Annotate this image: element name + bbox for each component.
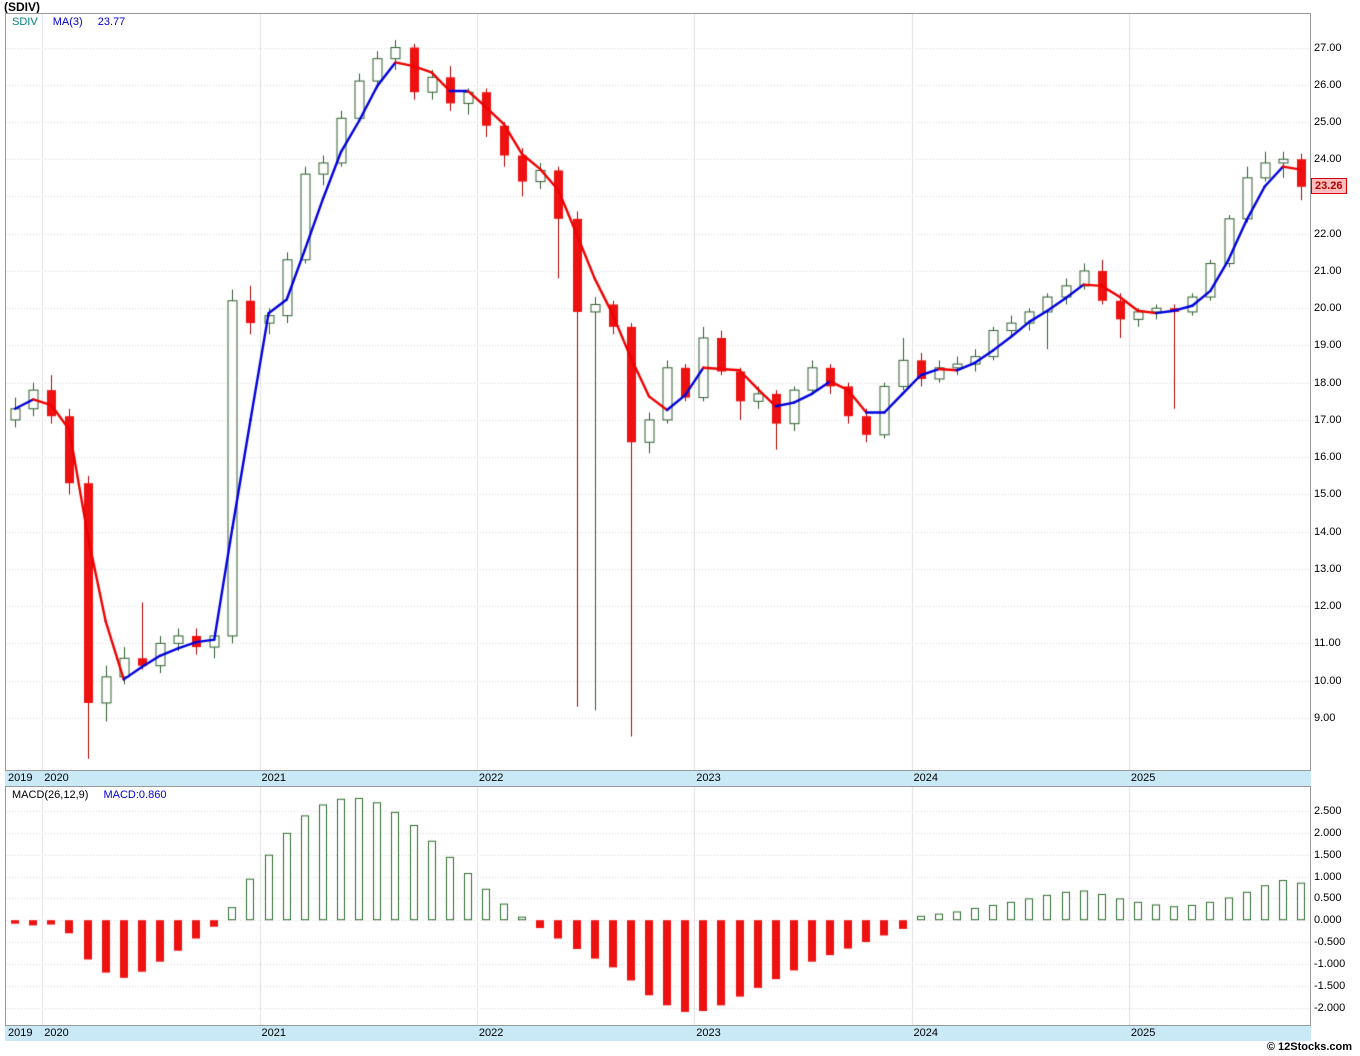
macd-axis-tick: -1.500 bbox=[1314, 979, 1346, 992]
year-label: 2025 bbox=[1130, 772, 1156, 784]
macd-axis-tick: -2.000 bbox=[1314, 1001, 1346, 1014]
year-label: 2024 bbox=[913, 772, 939, 784]
year-label: 2019 bbox=[8, 772, 33, 784]
macd-pane: MACD(26,12,9) MACD:0.860 bbox=[5, 786, 1311, 1026]
year-label: 2019 bbox=[8, 1027, 33, 1039]
price-axis-tick: 27.00 bbox=[1314, 41, 1342, 54]
macd-axis-tick: -0.500 bbox=[1314, 936, 1346, 949]
site-credit-link[interactable]: © 12Stocks.com bbox=[1266, 1041, 1352, 1053]
macd-axis-tick: 1.000 bbox=[1314, 870, 1342, 883]
price-axis-tick: 19.00 bbox=[1314, 339, 1342, 352]
price-axis: 27.00 26.00 25.00 24.00 22.00 21.00 20.00 19.00… bbox=[1314, 13, 1360, 771]
year-label: 2021 bbox=[261, 772, 287, 784]
price-axis-tick: 18.00 bbox=[1314, 376, 1342, 389]
year-label: 2020 bbox=[44, 1027, 69, 1039]
price-axis-tick: 16.00 bbox=[1314, 451, 1342, 464]
price-chart-canvas bbox=[6, 14, 1310, 770]
year-label: 2021 bbox=[261, 1027, 287, 1039]
price-legend: SDIV MA(3) 23.77 bbox=[12, 16, 137, 28]
symbol-label: SDIV bbox=[12, 16, 38, 28]
price-axis-tick: 13.00 bbox=[1314, 562, 1342, 575]
price-axis-tick: 20.00 bbox=[1314, 302, 1342, 315]
year-label: 2020 bbox=[44, 772, 69, 784]
page-title: (SDIV) bbox=[4, 0, 40, 14]
price-axis-tick: 12.00 bbox=[1314, 600, 1342, 613]
year-label: 2022 bbox=[478, 772, 504, 784]
macd-value-label: MACD:0.860 bbox=[103, 789, 167, 801]
price-axis-tick: 17.00 bbox=[1314, 413, 1342, 426]
ma-value: 23.77 bbox=[97, 16, 126, 28]
year-label: 2023 bbox=[696, 772, 721, 784]
macd-axis-tick: 2.500 bbox=[1314, 805, 1342, 818]
macd-axis-tick: 2.000 bbox=[1314, 826, 1342, 839]
macd-axis: 2.500 2.000 1.500 1.000 0.500 0.000 -0.500 -1.0… bbox=[1314, 786, 1360, 1026]
year-label: 2022 bbox=[478, 1027, 504, 1039]
macd-axis-tick: 1.500 bbox=[1314, 848, 1342, 861]
x-axis-years-top: 2019 2020 2021 2022 2023 2024 2025 bbox=[5, 771, 1311, 786]
price-axis-tick: 26.00 bbox=[1314, 78, 1342, 91]
price-axis-tick: 10.00 bbox=[1314, 674, 1342, 687]
macd-params-label: MACD(26,12,9) bbox=[12, 789, 89, 801]
macd-axis-tick: -1.000 bbox=[1314, 957, 1346, 970]
year-label: 2025 bbox=[1130, 1027, 1156, 1039]
ma-label: MA(3) bbox=[52, 16, 83, 28]
year-label: 2024 bbox=[913, 1027, 939, 1039]
last-price-tag: 23.26 bbox=[1311, 177, 1347, 194]
price-axis-tick: 14.00 bbox=[1314, 525, 1342, 538]
price-axis-tick: 15.00 bbox=[1314, 488, 1342, 501]
year-label: 2023 bbox=[696, 1027, 721, 1039]
macd-axis-tick: 0.500 bbox=[1314, 892, 1342, 905]
macd-axis-tick: 0.000 bbox=[1314, 914, 1342, 927]
price-axis-tick: 11.00 bbox=[1314, 637, 1341, 650]
price-axis-tick: 9.00 bbox=[1314, 711, 1336, 724]
price-pane: SDIV MA(3) 23.77 bbox=[5, 13, 1311, 771]
macd-legend: MACD(26,12,9) MACD:0.860 bbox=[12, 789, 178, 801]
price-axis-tick: 21.00 bbox=[1314, 264, 1342, 277]
macd-chart-canvas bbox=[6, 787, 1310, 1025]
price-axis-tick: 22.00 bbox=[1314, 227, 1342, 240]
x-axis-years-bottom: 2019 2020 2021 2022 2023 2024 2025 bbox=[5, 1026, 1311, 1041]
price-axis-tick: 25.00 bbox=[1314, 116, 1342, 128]
price-axis-tick: 24.00 bbox=[1314, 153, 1342, 166]
